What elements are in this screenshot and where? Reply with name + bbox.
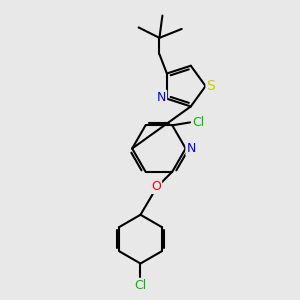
Text: Cl: Cl <box>134 279 147 292</box>
Text: N: N <box>157 91 166 104</box>
Text: N: N <box>186 142 196 155</box>
Text: Cl: Cl <box>192 116 205 129</box>
Text: O: O <box>151 180 161 193</box>
Text: S: S <box>207 79 215 93</box>
